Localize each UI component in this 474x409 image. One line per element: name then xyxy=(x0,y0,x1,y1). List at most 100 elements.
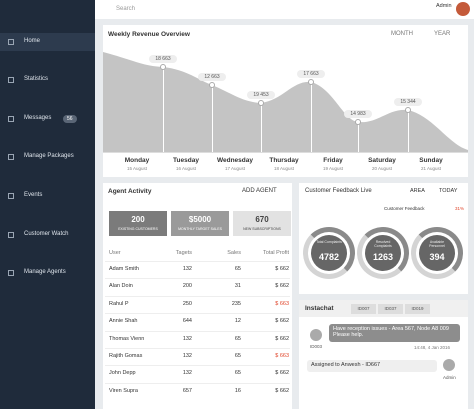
filter-dropdown[interactable]: YEAR xyxy=(434,31,451,37)
table-cell: 31 xyxy=(234,283,241,290)
nav-icon xyxy=(8,39,14,45)
peak-label: 15 344 xyxy=(394,98,422,106)
avatar xyxy=(310,329,322,341)
row-divider xyxy=(105,348,290,349)
row-divider xyxy=(105,313,290,315)
point xyxy=(160,64,166,70)
day-date: 19 August xyxy=(322,166,344,171)
stat-tile xyxy=(233,211,291,236)
day-date: 20 August xyxy=(371,166,393,171)
donut-ring xyxy=(357,227,409,279)
tile-value: 200 xyxy=(131,215,145,224)
tile-label: MONTHLY TARGET SALES xyxy=(178,227,222,231)
day-name: Sunday xyxy=(419,157,443,164)
table-cell: 132 xyxy=(182,353,192,359)
row-divider xyxy=(105,365,290,367)
chat-tab[interactable]: ID037 xyxy=(378,304,403,314)
table-cell: 12 xyxy=(234,318,241,325)
chat-time: 14:48, 4 Jan 2016 xyxy=(414,345,451,350)
nav-item[interactable]: Statistics xyxy=(24,76,49,82)
nav-item[interactable]: Events xyxy=(24,192,43,198)
avatar xyxy=(443,359,455,371)
table-header: Total Profit xyxy=(263,250,289,256)
table-cell: $ 662 xyxy=(275,283,289,290)
stat-tile xyxy=(171,211,229,236)
point xyxy=(355,119,361,125)
card-title: Instachat xyxy=(305,305,334,312)
peak-label: 12 663 xyxy=(198,73,226,81)
table-cell: $ 663 xyxy=(275,300,289,307)
day-date: 17 August xyxy=(224,166,246,171)
card-title: Customer Feedback Live xyxy=(305,188,372,194)
table-header: User xyxy=(109,250,121,256)
day-date: 21 August xyxy=(420,166,442,171)
donut-value: 1263 xyxy=(372,252,394,262)
day-name: Saturday xyxy=(368,157,396,164)
table-cell: 200 xyxy=(182,283,192,290)
day-name: Wednesday xyxy=(216,157,253,164)
nav-item[interactable]: Manage Packages xyxy=(24,153,74,159)
donut-center xyxy=(365,235,401,271)
point xyxy=(209,82,215,88)
nav-item[interactable]: Customer Watch xyxy=(24,231,69,237)
drop-line xyxy=(311,82,312,152)
day-date: 16 August xyxy=(175,166,197,171)
table-cell: 235 xyxy=(231,300,241,307)
table-cell: $ 662 xyxy=(275,335,289,342)
area xyxy=(103,52,468,152)
table-cell: Alan Doin xyxy=(109,283,133,290)
tile-value: 670 xyxy=(255,215,269,224)
table-cell: John Depp xyxy=(109,370,136,377)
search-box[interactable]: Search xyxy=(116,6,136,12)
chat-bubble: Assigned to Anwesh - ID667 xyxy=(307,360,437,372)
drop-line xyxy=(408,110,409,152)
table-cell: 65 xyxy=(234,353,241,359)
sidebar xyxy=(0,0,95,409)
chat-bubble: Have reception issues - Area 567, Node A… xyxy=(329,324,460,342)
tile-label: NEW SUBSCRIPTIONS xyxy=(243,227,281,231)
table-cell: 132 xyxy=(182,335,192,342)
table-cell: 65 xyxy=(234,335,241,342)
avatar[interactable] xyxy=(456,2,470,16)
peak-label: 18 663 xyxy=(149,55,177,63)
nav-icon xyxy=(8,116,14,122)
filter-dropdown[interactable]: TODAY xyxy=(439,188,458,194)
table-cell: 132 xyxy=(182,370,192,377)
filter-dropdown[interactable]: MONTH xyxy=(391,31,413,37)
donut-label: Total Complaints xyxy=(316,240,342,244)
nav-item[interactable]: Manage Agents xyxy=(24,269,66,275)
donut-value: 4782 xyxy=(318,252,340,262)
active-item xyxy=(0,33,95,51)
donut-center xyxy=(311,235,347,271)
summary-value: 31% xyxy=(455,206,465,211)
peak-label: 17 663 xyxy=(297,70,325,78)
table-cell: Rahul P xyxy=(109,300,129,307)
table-cell: $ 662 xyxy=(275,370,289,377)
row-divider xyxy=(105,295,290,297)
table-cell: 657 xyxy=(182,387,192,394)
table-cell: 65 xyxy=(234,370,241,377)
add-agent[interactable]: ADD AGENT xyxy=(242,188,277,194)
chat-card xyxy=(299,300,468,409)
table-cell: 16 xyxy=(234,387,241,394)
table-cell: $ 662 xyxy=(275,266,289,272)
table-cell: $ 663 xyxy=(275,353,289,359)
nav-item[interactable]: Messages xyxy=(24,115,52,121)
user-name[interactable]: Admin xyxy=(436,3,452,9)
filter-dropdown[interactable]: AREA xyxy=(410,188,425,194)
chat-tab[interactable]: ID019 xyxy=(405,304,430,314)
table-cell: $ 662 xyxy=(275,318,289,325)
day-name: Monday xyxy=(124,157,150,164)
chat-tab[interactable]: ID007 xyxy=(351,304,376,314)
tile-label: EXISTING CUSTOMERS xyxy=(118,227,158,231)
summary-label: Customer Feedback xyxy=(384,206,425,211)
card-title: Agent Activity xyxy=(108,188,152,195)
row-divider xyxy=(105,330,290,332)
drop-line xyxy=(261,103,262,152)
chat-sender: ID003 xyxy=(310,344,323,349)
table-cell: Rajith Gomas xyxy=(109,353,143,359)
nav-item[interactable]: Home xyxy=(24,38,41,44)
table-header: Tagets xyxy=(175,250,192,256)
